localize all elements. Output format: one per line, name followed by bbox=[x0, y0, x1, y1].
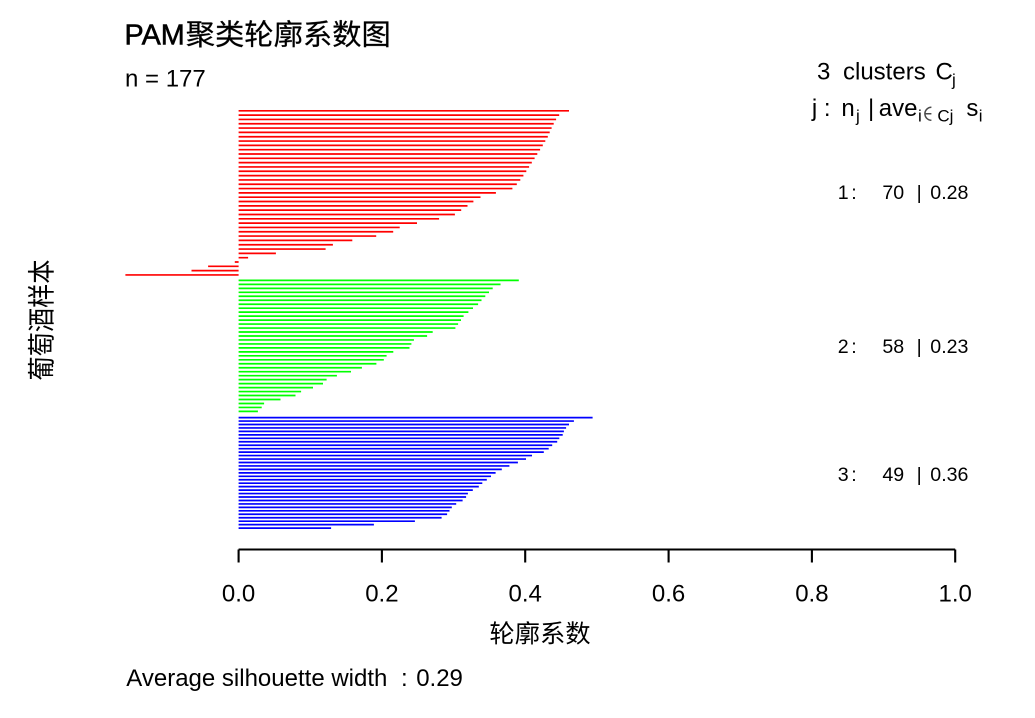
svg-text:s: s bbox=[966, 95, 978, 122]
svg-text::: : bbox=[401, 665, 408, 692]
svg-text:PAM: PAM bbox=[125, 20, 185, 52]
svg-text::: : bbox=[851, 336, 856, 358]
svg-text:0.29: 0.29 bbox=[416, 665, 463, 692]
svg-text:|: | bbox=[917, 336, 922, 358]
svg-text:C: C bbox=[937, 106, 949, 125]
svg-text:i: i bbox=[918, 106, 922, 125]
svg-text:|: | bbox=[917, 464, 922, 486]
svg-text:3: 3 bbox=[817, 59, 830, 86]
svg-text::: : bbox=[851, 182, 856, 204]
svg-text:70: 70 bbox=[882, 182, 904, 204]
svg-text:0.4: 0.4 bbox=[509, 581, 542, 608]
svg-text:0.8: 0.8 bbox=[795, 581, 828, 608]
svg-text:0.28: 0.28 bbox=[930, 182, 968, 204]
svg-text:3: 3 bbox=[838, 464, 849, 486]
svg-text:58: 58 bbox=[882, 336, 904, 358]
svg-text:49: 49 bbox=[882, 464, 904, 486]
svg-text:n: n bbox=[841, 95, 854, 122]
svg-text:0.23: 0.23 bbox=[930, 336, 968, 358]
svg-text:i: i bbox=[979, 106, 983, 125]
svg-text:|: | bbox=[917, 182, 922, 204]
svg-text:clusters: clusters bbox=[843, 59, 926, 86]
svg-text:C: C bbox=[936, 59, 953, 86]
svg-text:|: | bbox=[868, 95, 874, 122]
svg-text:ave: ave bbox=[879, 95, 918, 122]
svg-text:Average silhouette width: Average silhouette width bbox=[126, 665, 387, 692]
svg-text:0.0: 0.0 bbox=[222, 581, 255, 608]
svg-text:j: j bbox=[951, 71, 956, 90]
svg-text:n = 177: n = 177 bbox=[125, 66, 206, 93]
svg-text:2: 2 bbox=[838, 336, 849, 358]
svg-text:1.0: 1.0 bbox=[939, 581, 972, 608]
svg-text:j: j bbox=[949, 106, 954, 125]
svg-text::: : bbox=[851, 464, 856, 486]
svg-text:j :: j : bbox=[811, 95, 831, 122]
svg-text:0.6: 0.6 bbox=[652, 581, 685, 608]
svg-text:1: 1 bbox=[838, 182, 849, 204]
svg-text:0.2: 0.2 bbox=[365, 581, 398, 608]
svg-text:0.36: 0.36 bbox=[930, 464, 968, 486]
svg-text:j: j bbox=[855, 106, 860, 125]
